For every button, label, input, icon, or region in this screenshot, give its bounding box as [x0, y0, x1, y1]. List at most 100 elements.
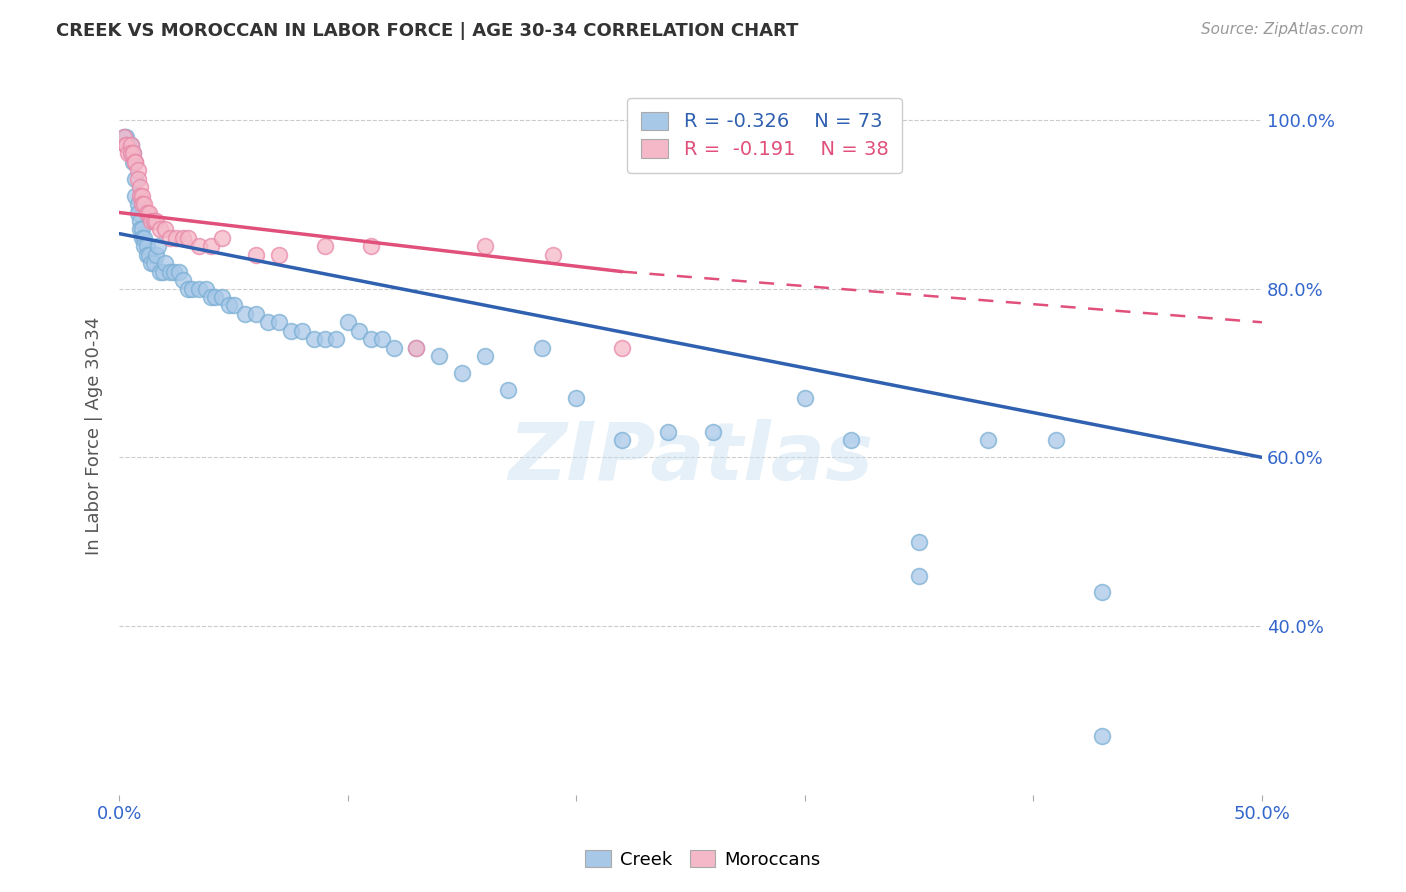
Point [122, 154, 145, 169]
Point [233, 307, 256, 321]
Point [314, 332, 336, 346]
Point [131, 197, 153, 211]
Point [120, 146, 142, 161]
Point [222, 298, 245, 312]
Point [159, 265, 181, 279]
Point [1091, 729, 1114, 743]
Point [451, 366, 474, 380]
Point [122, 146, 145, 161]
Point [793, 391, 815, 405]
Point [124, 171, 146, 186]
Point [218, 298, 240, 312]
Point [128, 188, 150, 202]
Point [112, 129, 135, 144]
Point [138, 248, 160, 262]
Point [153, 256, 176, 270]
Point [200, 239, 222, 253]
Point [427, 349, 450, 363]
Point [152, 265, 174, 279]
Point [839, 434, 862, 448]
Point [360, 332, 382, 346]
Point [908, 568, 931, 582]
Point [181, 281, 204, 295]
Point [127, 171, 149, 186]
Point [167, 265, 190, 279]
Point [1045, 434, 1067, 448]
Point [149, 265, 172, 279]
Point [115, 138, 138, 153]
Point [474, 349, 496, 363]
Legend: Creek, Moroccans: Creek, Moroccans [578, 843, 828, 876]
Point [127, 205, 149, 219]
Point [127, 197, 149, 211]
Point [128, 214, 150, 228]
Point [496, 383, 519, 397]
Point [280, 324, 302, 338]
Point [177, 231, 200, 245]
Point [474, 239, 496, 253]
Point [117, 146, 139, 161]
Point [159, 231, 181, 245]
Point [325, 332, 347, 346]
Point [115, 138, 138, 153]
Point [336, 315, 359, 329]
Point [120, 138, 142, 153]
Point [211, 290, 233, 304]
Point [142, 256, 165, 270]
Point [122, 146, 145, 161]
Point [172, 273, 194, 287]
Point [269, 248, 291, 262]
Point [543, 248, 565, 262]
Point [347, 324, 370, 338]
Point [115, 138, 138, 153]
Point [131, 222, 153, 236]
Point [120, 146, 142, 161]
Point [124, 188, 146, 202]
Point [302, 332, 325, 346]
Point [204, 290, 226, 304]
Point [128, 222, 150, 236]
Point [131, 231, 153, 245]
Point [269, 315, 291, 329]
Point [141, 256, 163, 270]
Point [141, 214, 163, 228]
Point [360, 239, 382, 253]
Point [163, 265, 186, 279]
Point [405, 341, 427, 355]
Point [112, 129, 135, 144]
Point [200, 290, 222, 304]
Point [610, 341, 633, 355]
Point [142, 214, 165, 228]
Point [128, 180, 150, 194]
Point [405, 341, 427, 355]
Point [135, 205, 157, 219]
Text: ZIPatlas: ZIPatlas [508, 418, 873, 497]
Point [256, 315, 278, 329]
Point [145, 248, 167, 262]
Point [610, 434, 633, 448]
Point [188, 281, 211, 295]
Point [146, 239, 169, 253]
Point [177, 281, 200, 295]
Point [211, 231, 233, 245]
Point [127, 163, 149, 178]
Point [115, 129, 138, 144]
Point [1091, 585, 1114, 599]
Legend: R = -0.326    N = 73, R =  -0.191    N = 38: R = -0.326 N = 73, R = -0.191 N = 38 [627, 98, 903, 173]
Point [245, 248, 267, 262]
Point [138, 205, 160, 219]
Y-axis label: In Labor Force | Age 30-34: In Labor Force | Age 30-34 [86, 317, 103, 556]
Point [195, 281, 218, 295]
Point [149, 222, 172, 236]
Point [135, 239, 157, 253]
Point [314, 239, 336, 253]
Point [120, 138, 142, 153]
Point [134, 197, 156, 211]
Point [531, 341, 554, 355]
Point [565, 391, 588, 405]
Point [134, 231, 156, 245]
Point [702, 425, 724, 439]
Point [291, 324, 314, 338]
Point [117, 138, 139, 153]
Point [145, 214, 167, 228]
